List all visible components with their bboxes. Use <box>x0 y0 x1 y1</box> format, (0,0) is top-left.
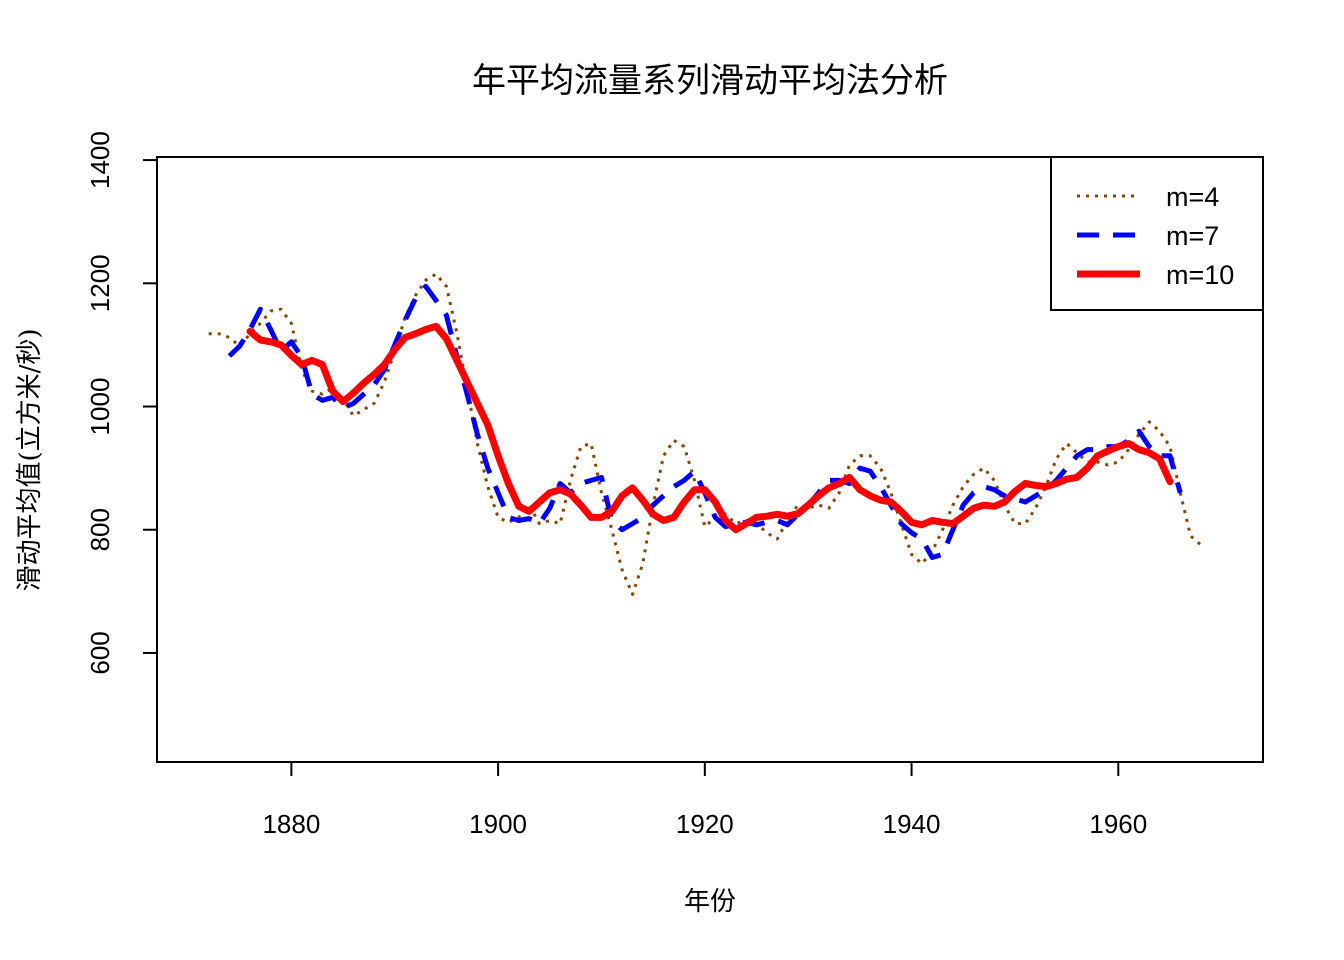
series-line-m4 <box>208 272 1202 596</box>
chart-title: 年平均流量系列滑动平均法分析 <box>472 61 948 101</box>
y-axis-label: 滑动平均值(立方米/秒) <box>15 328 45 591</box>
y-tick-label: 1200 <box>85 254 115 312</box>
x-axis-label: 年份 <box>684 887 736 917</box>
legend-label: m=7 <box>1166 221 1219 251</box>
y-tick-label: 1400 <box>85 131 115 189</box>
legend: m=4 m=7 m=10 <box>1050 156 1264 311</box>
x-tick-label: 1960 <box>1089 809 1147 839</box>
x-tick-label: 1880 <box>262 809 320 839</box>
y-tick-label: 800 <box>85 508 115 551</box>
y-axis: 600 800 1000 1200 1400 <box>85 131 158 675</box>
x-tick-label: 1900 <box>469 809 527 839</box>
x-tick-label: 1920 <box>676 809 734 839</box>
y-tick-label: 600 <box>85 631 115 674</box>
x-axis: 1880 1900 1920 1940 1960 <box>262 761 1147 839</box>
x-tick-label: 1940 <box>883 809 941 839</box>
y-tick-label: 1000 <box>85 378 115 436</box>
series-layer <box>208 272 1202 596</box>
legend-label: m=4 <box>1166 182 1219 212</box>
series-line-m7 <box>227 283 1183 560</box>
legend-label: m=10 <box>1166 260 1234 290</box>
series-line-m10 <box>246 322 1174 534</box>
